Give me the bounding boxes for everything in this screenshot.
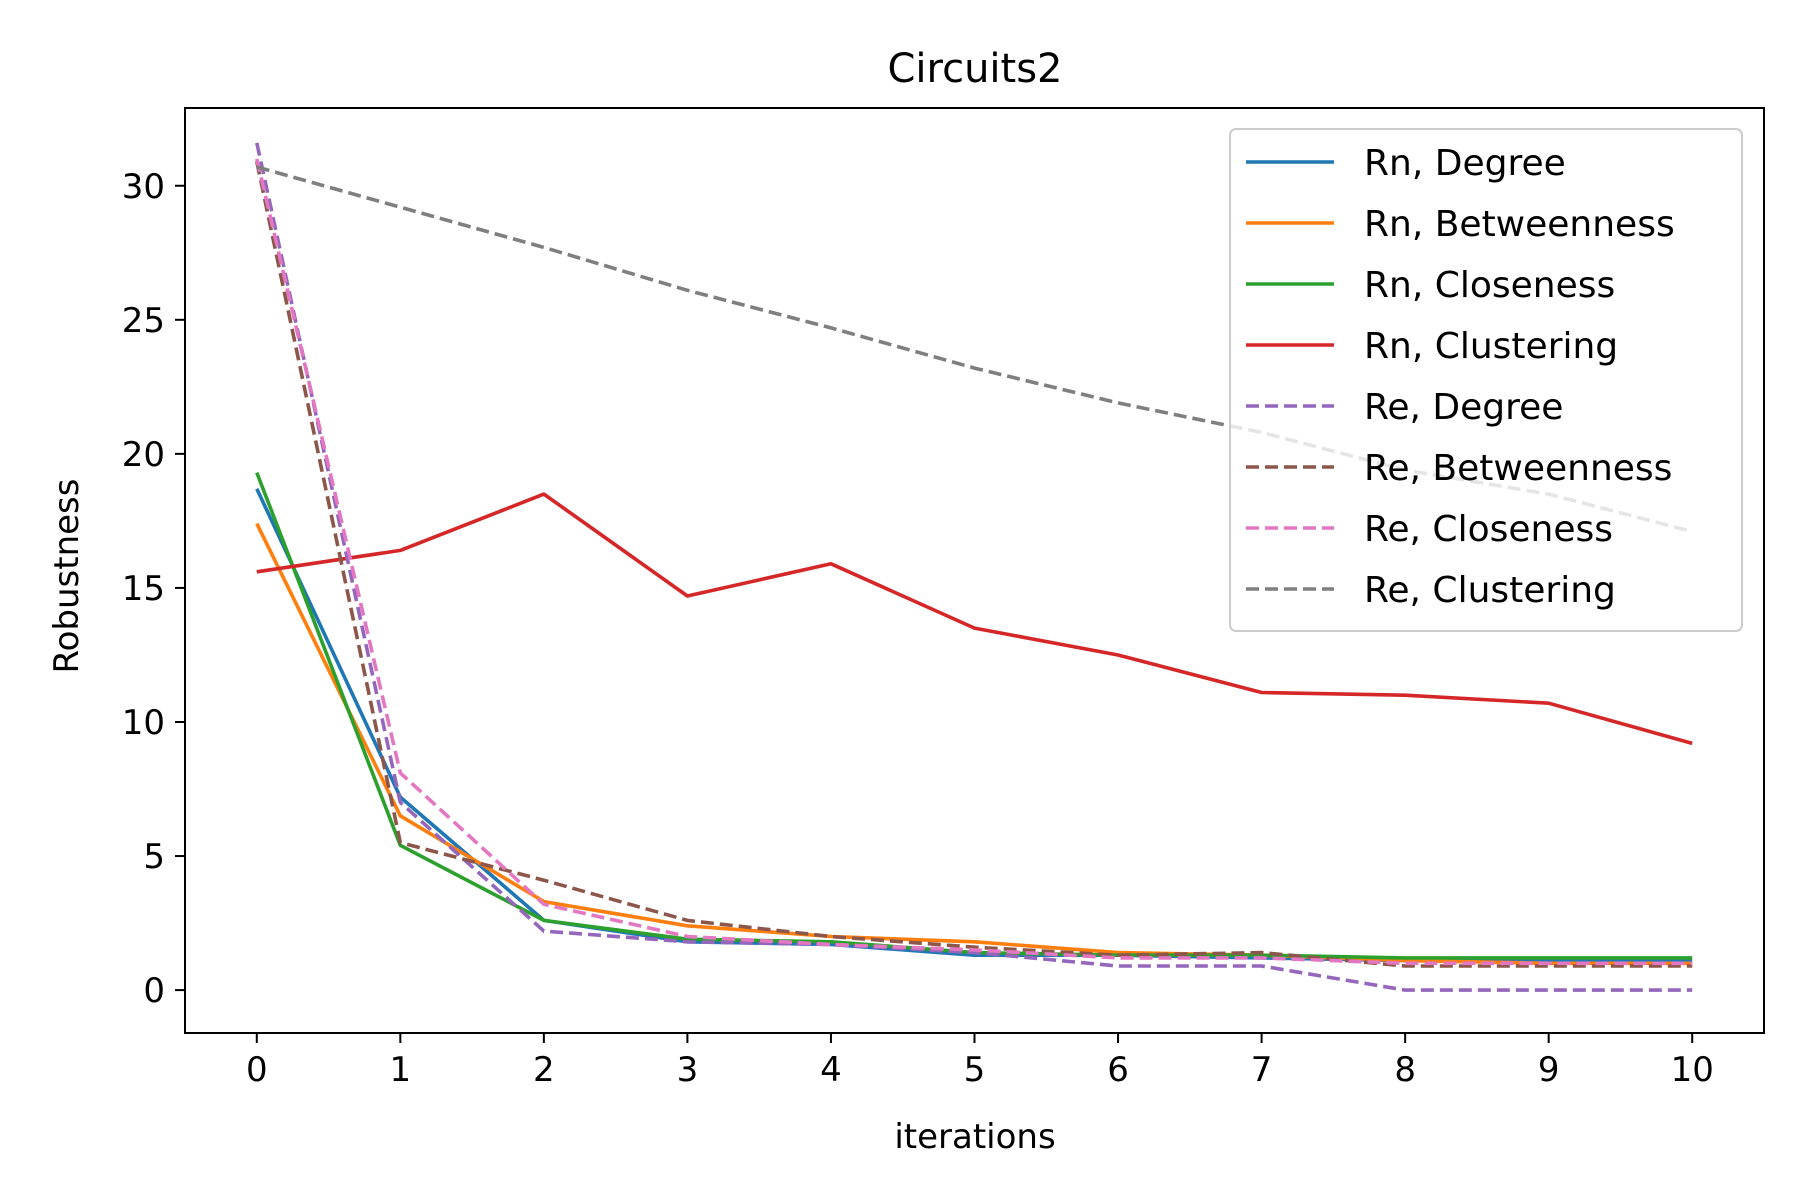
chart-title: Circuits2 xyxy=(887,46,1062,92)
y-axis: 0 5 10 15 20 25 30 xyxy=(122,167,185,1011)
series-line-re-closeness xyxy=(255,158,1693,966)
y-tick-label: 15 xyxy=(122,569,165,609)
x-tick-label: 8 xyxy=(1394,1050,1416,1090)
x-tick-label: 4 xyxy=(820,1050,842,1090)
x-tick-label: 6 xyxy=(1107,1050,1129,1090)
series-line-re-betweenness xyxy=(255,161,1693,968)
y-tick-label: 10 xyxy=(122,703,165,743)
y-tick-label: 25 xyxy=(122,301,165,341)
x-tick-label: 2 xyxy=(533,1050,555,1090)
y-axis-label: Robustness xyxy=(47,479,87,674)
x-axis: 0 1 2 3 4 5 6 7 8 9 10 xyxy=(246,1033,1714,1090)
x-tick-label: 10 xyxy=(1671,1050,1714,1090)
series-line-rn-clustering xyxy=(256,492,1693,746)
y-tick-label: 5 xyxy=(143,837,165,877)
legend: Rn, Degree Rn, Betweenness Rn, Closeness Rn… xyxy=(1229,128,1743,632)
legend-label-re-betweenness: Re, Betweenness xyxy=(1364,448,1672,489)
legend-label-rn-clustering: Rn, Clustering xyxy=(1364,326,1618,367)
x-tick-label: 9 xyxy=(1538,1050,1560,1090)
x-tick-label: 0 xyxy=(246,1050,268,1090)
x-tick-label: 3 xyxy=(677,1050,699,1090)
legend-box xyxy=(1229,128,1743,632)
legend-label-rn-degree: Rn, Degree xyxy=(1364,143,1566,184)
legend-label-rn-betweenness: Rn, Betweenness xyxy=(1364,204,1675,245)
y-tick-label: 0 xyxy=(143,971,165,1011)
x-tick-label: 7 xyxy=(1251,1050,1273,1090)
y-tick-label: 30 xyxy=(122,167,165,207)
legend-label-re-clustering: Re, Clustering xyxy=(1364,570,1616,611)
series-line-re-degree xyxy=(255,142,1693,992)
legend-label-rn-closeness: Rn, Closeness xyxy=(1364,265,1615,306)
x-tick-label: 5 xyxy=(964,1050,986,1090)
x-axis-label: iterations xyxy=(894,1117,1055,1157)
x-tick-label: 1 xyxy=(389,1050,411,1090)
y-tick-label: 20 xyxy=(122,435,165,475)
legend-label-re-degree: Re, Degree xyxy=(1364,387,1563,428)
legend-label-re-closeness: Re, Closeness xyxy=(1364,509,1613,550)
